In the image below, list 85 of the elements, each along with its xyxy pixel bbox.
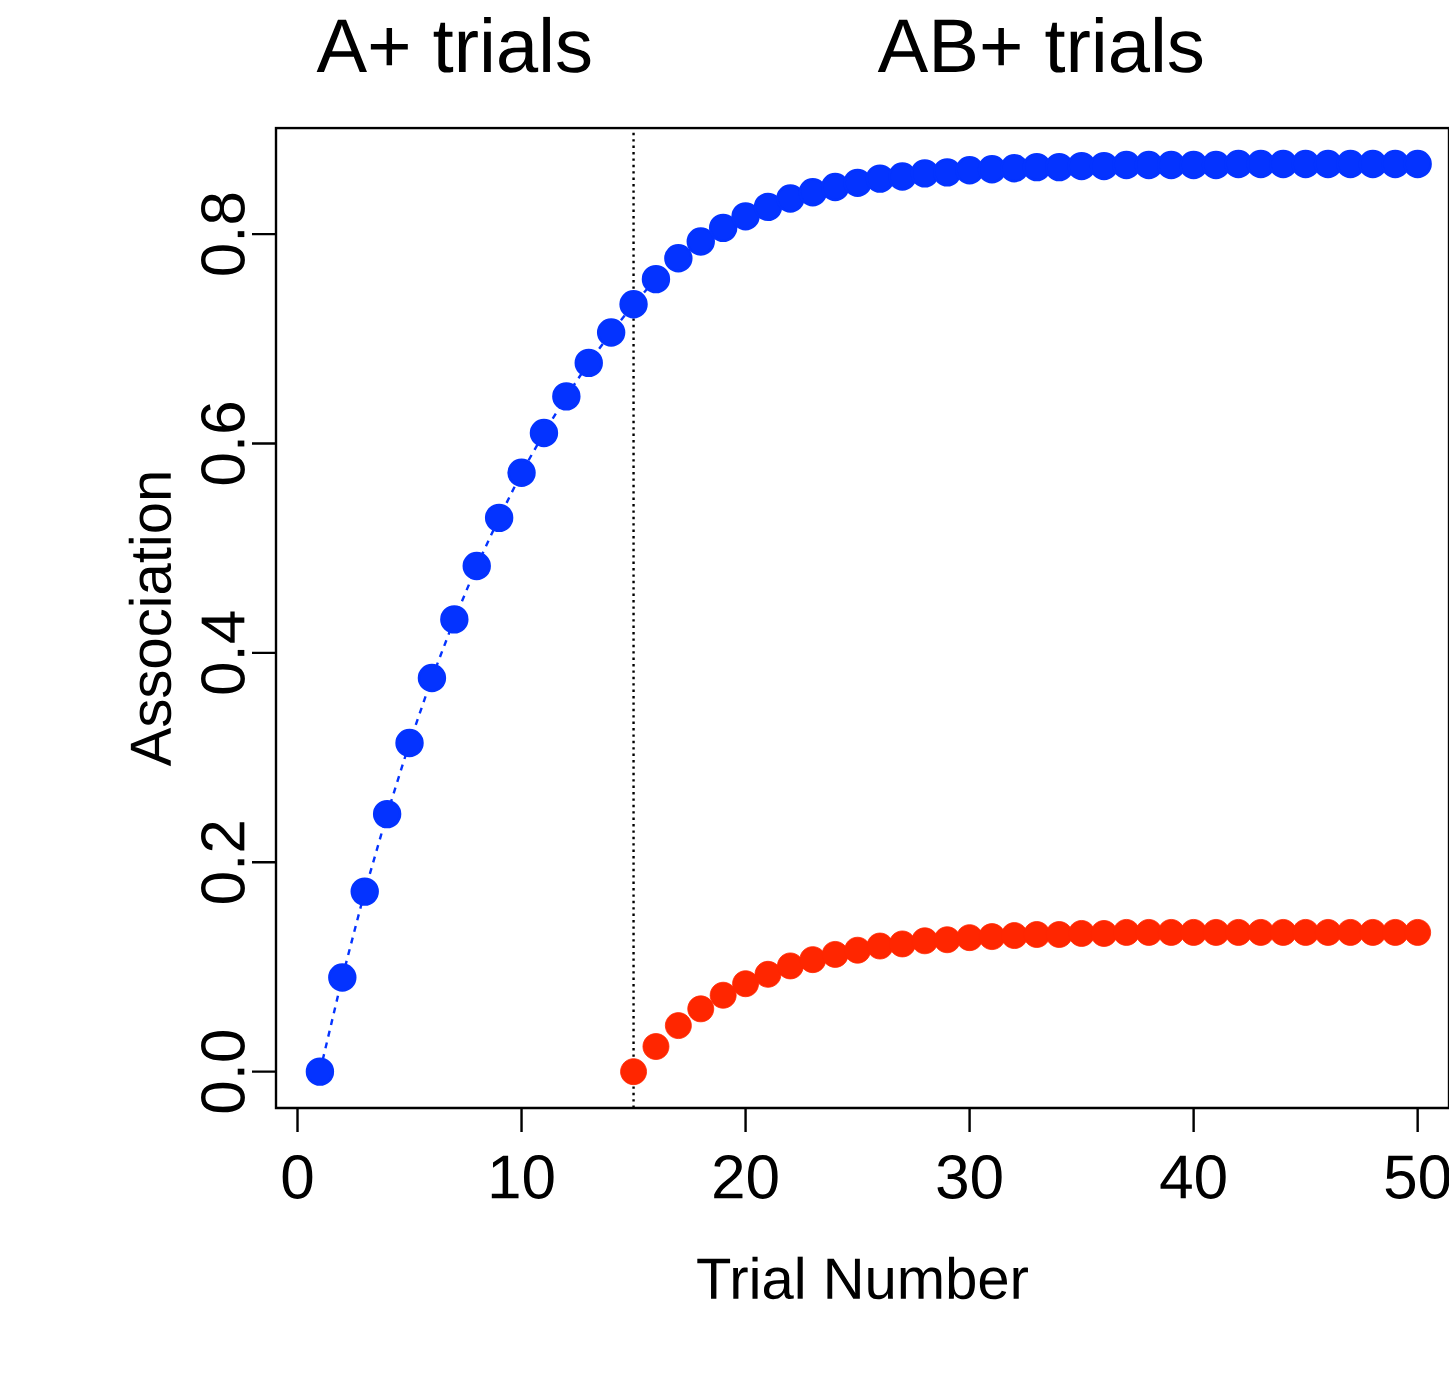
- point: [1381, 919, 1409, 946]
- y-axis-title: Association: [128, 473, 172, 767]
- point: [1336, 149, 1365, 179]
- point: [664, 244, 693, 273]
- point: [1001, 922, 1028, 949]
- point: [620, 1058, 647, 1086]
- y-tick-label: 0.8: [201, 193, 245, 275]
- point: [709, 981, 737, 1009]
- point: [1000, 153, 1029, 183]
- x-tick-label: 50: [1385, 1155, 1449, 1199]
- point: [552, 382, 581, 411]
- x-axis-title: Trial Number: [697, 1256, 1028, 1300]
- point: [1135, 919, 1163, 946]
- point: [978, 923, 1006, 951]
- y-tick-label: 0.2: [201, 822, 245, 903]
- point: [933, 158, 962, 187]
- point: [687, 995, 715, 1023]
- point: [866, 932, 894, 960]
- point: [642, 1033, 670, 1060]
- point: [574, 348, 603, 378]
- point: [619, 290, 648, 319]
- point: [776, 184, 805, 213]
- point: [820, 172, 850, 202]
- point: [956, 924, 983, 952]
- text: A+ trials: [316, 16, 591, 73]
- point: [1404, 919, 1432, 946]
- y-tick-label: 0.0: [201, 1030, 245, 1113]
- point: [1292, 919, 1320, 946]
- point: [1090, 920, 1118, 947]
- point: [1023, 921, 1051, 948]
- point: [844, 936, 871, 964]
- x-tick-label: 40: [1160, 1155, 1226, 1199]
- point: [799, 946, 827, 974]
- point: [1202, 919, 1230, 946]
- point: [1068, 920, 1096, 947]
- point: [708, 213, 738, 243]
- point: [888, 162, 917, 191]
- point: [1113, 919, 1140, 946]
- x-tick-label: 30: [937, 1155, 1002, 1199]
- point: [910, 159, 939, 188]
- text: AB+ trials: [877, 16, 1203, 73]
- point: [1224, 149, 1253, 179]
- point: [1067, 151, 1096, 181]
- y-tick-label: 0.4: [201, 611, 245, 694]
- point: [417, 663, 447, 693]
- point: [1045, 921, 1073, 948]
- point: [888, 930, 916, 958]
- point: [507, 458, 536, 488]
- point: [1269, 919, 1297, 946]
- point: [776, 952, 804, 980]
- point: [955, 156, 984, 185]
- point: [641, 264, 671, 294]
- point: [1359, 919, 1387, 946]
- point: [440, 605, 469, 634]
- point: [686, 227, 715, 256]
- point: [753, 192, 783, 222]
- x-tick-label: 20: [714, 1155, 778, 1199]
- point: [462, 551, 491, 581]
- point: [305, 1057, 335, 1086]
- point: [1180, 919, 1208, 946]
- point: [732, 970, 759, 998]
- point: [933, 926, 961, 954]
- point: [1314, 919, 1342, 946]
- point: [529, 418, 559, 448]
- point: [911, 927, 939, 955]
- point: [1247, 919, 1275, 946]
- point: [395, 728, 424, 758]
- point: [754, 960, 782, 988]
- point: [821, 941, 849, 968]
- y-tick-label: 0.6: [201, 403, 245, 485]
- point: [484, 503, 514, 533]
- point: [731, 202, 760, 231]
- point: [350, 877, 379, 906]
- point: [596, 318, 626, 347]
- point: [1225, 919, 1252, 946]
- point: [843, 168, 872, 198]
- x-tick-label: 0: [282, 1155, 313, 1199]
- point: [328, 963, 357, 992]
- x-tick-label: 10: [491, 1155, 554, 1199]
- point: [1403, 149, 1432, 179]
- point: [664, 1012, 692, 1039]
- point: [372, 799, 402, 829]
- point: [798, 178, 827, 207]
- point: [1157, 919, 1185, 946]
- point: [1337, 919, 1364, 946]
